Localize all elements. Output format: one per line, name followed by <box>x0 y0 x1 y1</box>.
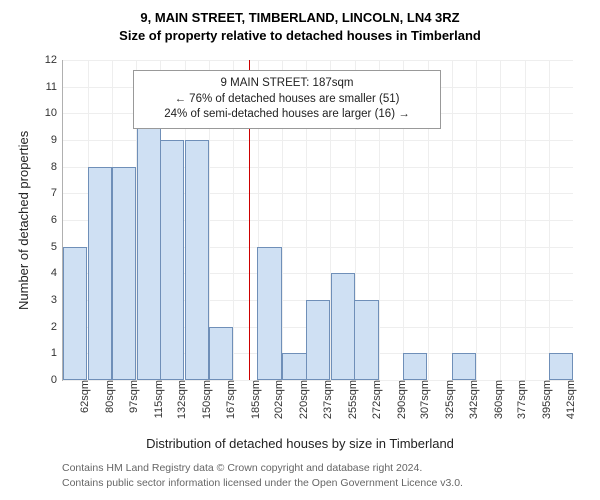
x-tick-label: 62sqm <box>75 380 91 413</box>
annotation-line1: 9 MAIN STREET: 187sqm <box>142 76 432 92</box>
histogram-bar <box>306 300 330 380</box>
gridline-v <box>452 60 453 380</box>
x-tick-label: 255sqm <box>343 380 359 419</box>
y-tick-label: 4 <box>51 267 63 279</box>
annotation-line3: 24% of semi-detached houses are larger (… <box>142 107 432 123</box>
title-line2: Size of property relative to detached ho… <box>0 28 600 43</box>
x-tick-label: 342sqm <box>464 380 480 419</box>
x-tick-label: 220sqm <box>294 380 310 419</box>
y-tick-label: 7 <box>51 187 63 199</box>
y-tick-label: 5 <box>51 241 63 253</box>
x-tick-label: 150sqm <box>197 380 213 419</box>
histogram-bar <box>331 273 355 380</box>
x-tick-label: 185sqm <box>246 380 262 419</box>
plot-area: 012345678910111262sqm80sqm97sqm115sqm132… <box>62 60 573 381</box>
histogram-bar <box>282 353 306 380</box>
x-tick-label: 132sqm <box>172 380 188 419</box>
y-axis-label: Number of detached properties <box>16 131 31 310</box>
x-axis-label: Distribution of detached houses by size … <box>0 436 600 451</box>
gridline-v <box>549 60 550 380</box>
gridline-v <box>500 60 501 380</box>
y-tick-label: 11 <box>46 81 63 93</box>
y-tick-label: 6 <box>51 214 63 226</box>
footnote-1: Contains HM Land Registry data © Crown c… <box>62 462 422 474</box>
x-tick-label: 307sqm <box>415 380 431 419</box>
y-tick-label: 1 <box>51 347 63 359</box>
gridline-v <box>476 60 477 380</box>
histogram-bar <box>257 247 281 380</box>
x-tick-label: 97sqm <box>124 380 140 413</box>
y-tick-label: 9 <box>51 134 63 146</box>
x-tick-label: 202sqm <box>269 380 285 419</box>
y-tick-label: 12 <box>45 54 63 66</box>
x-tick-label: 395sqm <box>537 380 553 419</box>
gridline-v <box>525 60 526 380</box>
histogram-bar <box>160 140 184 380</box>
annotation-box: 9 MAIN STREET: 187sqm← 76% of detached h… <box>133 70 441 129</box>
y-tick-label: 2 <box>51 321 63 333</box>
x-tick-label: 290sqm <box>392 380 408 419</box>
histogram-bar <box>354 300 378 380</box>
histogram-bar <box>549 353 573 380</box>
histogram-bar <box>403 353 427 380</box>
histogram-bar <box>209 327 233 380</box>
annotation-line2: ← 76% of detached houses are smaller (51… <box>142 92 432 108</box>
histogram-bar <box>88 167 112 380</box>
y-tick-label: 10 <box>45 107 63 119</box>
gridline-h <box>63 60 573 61</box>
title-line1: 9, MAIN STREET, TIMBERLAND, LINCOLN, LN4… <box>0 10 600 25</box>
y-tick-label: 3 <box>51 294 63 306</box>
x-tick-label: 115sqm <box>149 380 165 418</box>
x-tick-label: 167sqm <box>221 380 237 419</box>
histogram-bar <box>63 247 87 380</box>
histogram-bar <box>112 167 136 380</box>
histogram-bar <box>452 353 476 380</box>
histogram-bar <box>137 113 161 380</box>
x-tick-label: 325sqm <box>440 380 456 419</box>
footnote-2: Contains public sector information licen… <box>62 477 463 489</box>
y-tick-label: 0 <box>51 374 63 386</box>
x-tick-label: 80sqm <box>100 380 116 413</box>
x-tick-label: 360sqm <box>489 380 505 419</box>
x-tick-label: 272sqm <box>367 380 383 419</box>
chart-container: 9, MAIN STREET, TIMBERLAND, LINCOLN, LN4… <box>0 0 600 500</box>
x-tick-label: 412sqm <box>561 380 577 419</box>
x-tick-label: 237sqm <box>318 380 334 419</box>
x-tick-label: 377sqm <box>512 380 528 419</box>
histogram-bar <box>185 140 209 380</box>
y-tick-label: 8 <box>51 161 63 173</box>
